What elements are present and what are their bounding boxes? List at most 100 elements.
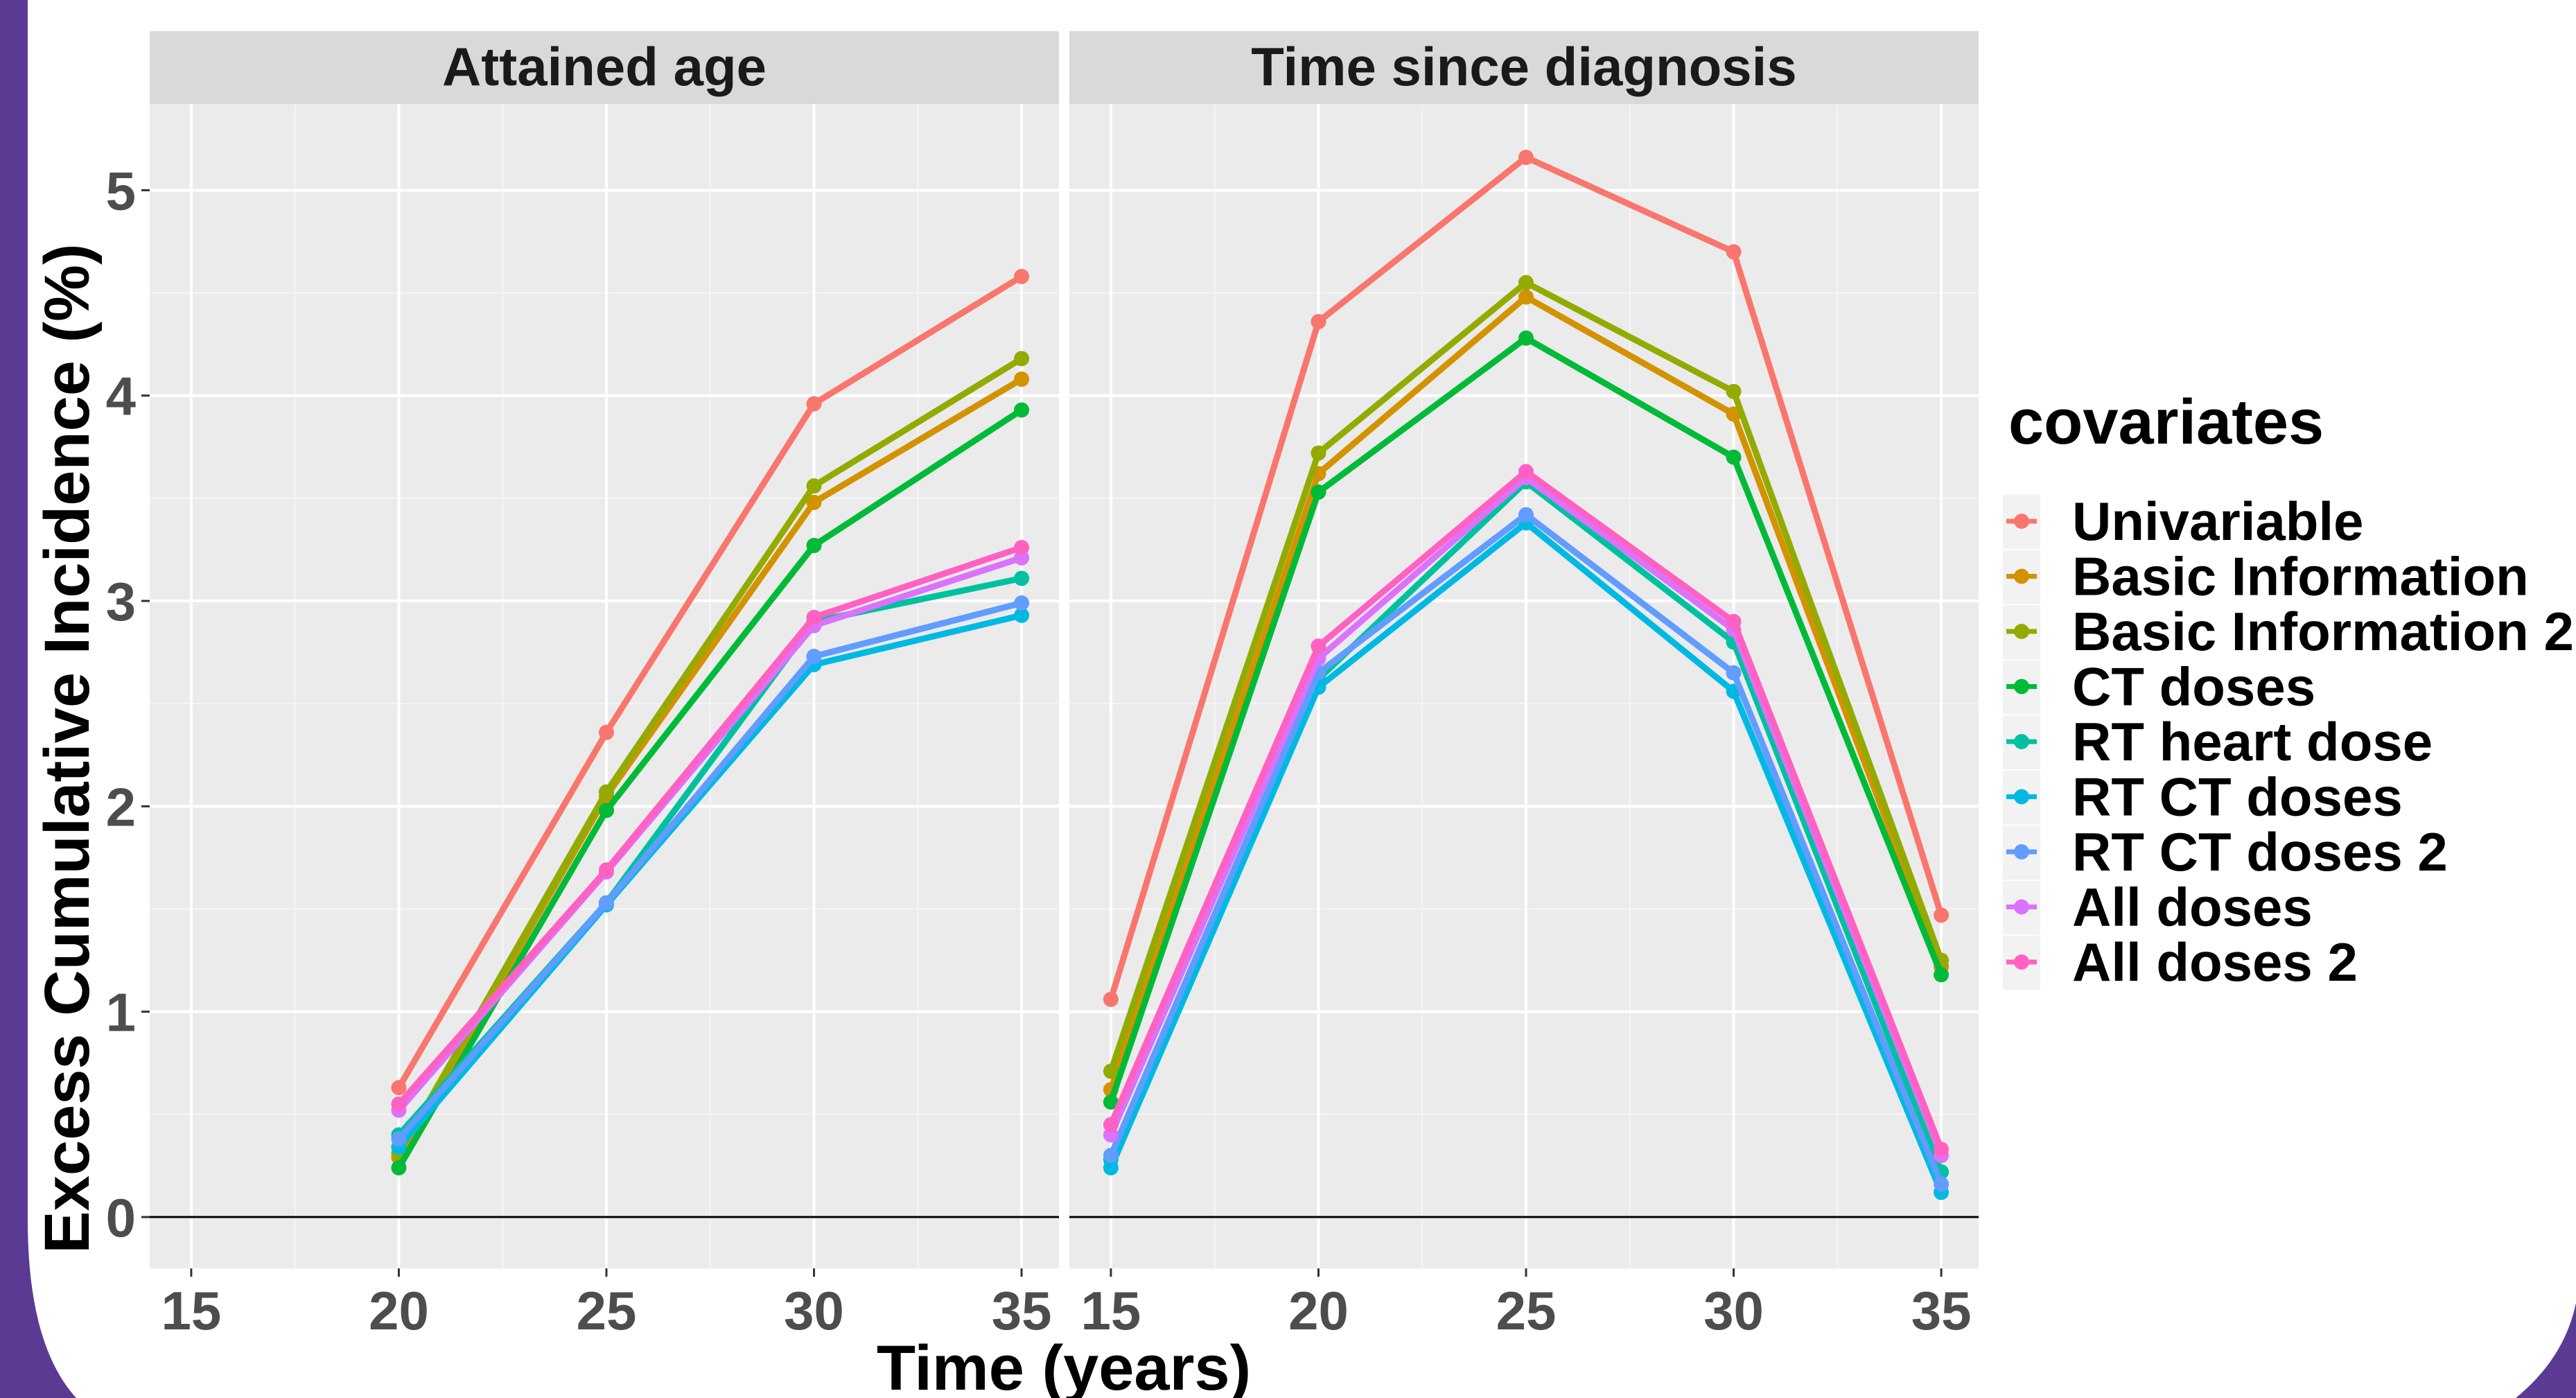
legend-item-all-doses: All doses <box>2003 877 2313 938</box>
legend-key-point <box>2014 679 2029 694</box>
data-point <box>1726 383 1742 399</box>
data-point <box>806 396 822 412</box>
legend-label: All doses <box>2072 877 2313 938</box>
legend-item-univariable: Univariable <box>2003 491 2364 552</box>
legend-label: RT CT doses 2 <box>2072 821 2448 882</box>
legend-item-rt-heart-dose: RT heart dose <box>2003 711 2433 772</box>
data-point <box>1934 1176 1949 1192</box>
legend-key-point <box>2014 899 2029 915</box>
panel-time-since-diagnosis: Time since diagnosis 15 20 25 30 35 <box>1069 31 1979 1341</box>
legend-item-basic-information: Basic Information <box>2003 546 2529 607</box>
data-point <box>806 609 822 625</box>
y-tick-label: 2 <box>106 776 136 837</box>
x-tick-label: 15 <box>161 1280 222 1341</box>
series-all-doses-2 <box>1103 464 1949 1157</box>
legend-item-rt-ct-doses-2: RT CT doses 2 <box>2003 821 2448 882</box>
y-tick-label: 4 <box>106 366 136 427</box>
panels-group: Attained age 15 20 25 30 35 0 1 2 3 4 5 Time since d… <box>106 31 1979 1341</box>
data-point <box>1518 289 1534 305</box>
data-point <box>1518 150 1534 166</box>
data-point <box>1103 1094 1119 1110</box>
x-tick-label: 30 <box>784 1280 844 1341</box>
data-point <box>1014 595 1030 611</box>
x-tick-label: 25 <box>577 1280 637 1341</box>
data-point <box>391 1131 407 1147</box>
series-basic-information-2 <box>1103 274 1949 1079</box>
legend-item-rt-ct-doses: RT CT doses <box>2003 767 2403 828</box>
legend-item-basic-information-2: Basic Information 2 <box>2003 601 2574 662</box>
legend-label: All doses 2 <box>2072 932 2358 993</box>
data-point <box>598 862 614 878</box>
legend-key-point <box>2014 734 2029 749</box>
y-tick-label: 0 <box>106 1187 136 1248</box>
data-point <box>1103 991 1119 1007</box>
data-point <box>806 494 822 510</box>
data-point <box>1014 570 1030 586</box>
data-point <box>1726 244 1742 260</box>
legend-key-point <box>2014 514 2029 529</box>
legend-item-ct-doses: CT doses <box>2003 656 2315 717</box>
facet-strip <box>150 31 1059 104</box>
data-point <box>1103 1160 1119 1176</box>
x-tick-label: 20 <box>1288 1280 1349 1341</box>
legend-label: Basic Information <box>2072 546 2529 607</box>
data-point <box>1311 445 1326 461</box>
purple-frame-right <box>2516 1303 2576 1398</box>
series-line <box>396 356 1024 1155</box>
data-point <box>598 724 614 740</box>
data-point <box>1726 613 1742 629</box>
x-tick-label: 35 <box>992 1280 1052 1341</box>
series-line <box>396 612 1023 1150</box>
legend-label: CT doses <box>2072 656 2315 717</box>
legend-label: Univariable <box>2072 491 2364 552</box>
legend-label: RT CT doses <box>2072 767 2403 828</box>
data-point <box>1726 665 1742 681</box>
data-point <box>1311 314 1326 330</box>
data-point <box>1014 402 1030 418</box>
x-tick-label: 30 <box>1703 1280 1764 1341</box>
legend-item-all-doses-2: All doses 2 <box>2003 932 2358 993</box>
legend-label: Basic Information 2 <box>2072 601 2574 662</box>
data-point <box>1518 274 1534 290</box>
y-tick-label: 5 <box>106 160 136 221</box>
data-point <box>598 784 614 800</box>
data-point <box>1518 464 1534 480</box>
series-line <box>396 600 1023 1142</box>
data-point <box>1103 1063 1119 1079</box>
data-point <box>1014 268 1030 284</box>
y-tick-label: 1 <box>106 982 136 1043</box>
purple-frame-left <box>0 0 76 1398</box>
data-point <box>391 1080 407 1096</box>
legend-title: covariates <box>2008 387 2324 457</box>
data-point <box>1014 351 1030 367</box>
data-point <box>598 895 614 911</box>
series-rt-ct-doses-2 <box>391 595 1030 1147</box>
y-axis-title: Excess Cumulative Incidence (%) <box>32 243 103 1253</box>
facet-title: Attained age <box>442 36 766 97</box>
data-point <box>1518 507 1534 523</box>
data-point <box>1103 1117 1119 1133</box>
series-univariable <box>1103 150 1949 1007</box>
series-line <box>396 274 1024 1090</box>
legend-key-point <box>2014 954 2029 970</box>
panel-attained-age: Attained age 15 20 25 30 35 0 1 2 3 4 5 <box>106 31 1059 1341</box>
data-point <box>1311 638 1326 654</box>
x-tick-label: 35 <box>1911 1280 1972 1341</box>
series-line <box>396 544 1023 1106</box>
data-point <box>1726 449 1742 465</box>
data-point <box>1014 540 1030 555</box>
x-tick-label: 15 <box>1081 1280 1141 1341</box>
data-point <box>391 1160 407 1176</box>
data-point <box>806 478 822 494</box>
x-tick-label: 25 <box>1496 1280 1557 1341</box>
facet-title: Time since diagnosis <box>1251 36 1797 97</box>
data-point <box>598 803 614 819</box>
x-tick-label: 20 <box>369 1280 429 1341</box>
data-point <box>1103 1148 1119 1164</box>
data-point <box>1014 607 1030 623</box>
legend-key-point <box>2014 568 2029 584</box>
series-all-doses-2 <box>391 540 1030 1112</box>
